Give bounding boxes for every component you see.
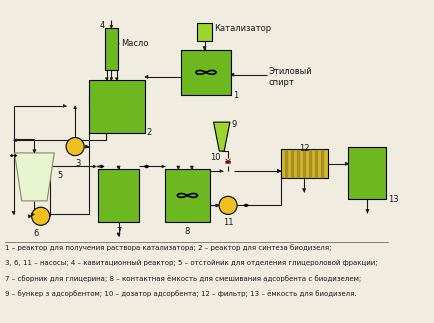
Polygon shape: [225, 161, 231, 163]
Text: 7 – сборник для глицерина; 8 – контактная ёмкость для смешивания адсорбента с би: 7 – сборник для глицерина; 8 – контактна…: [4, 275, 361, 282]
Polygon shape: [203, 47, 206, 50]
Polygon shape: [216, 204, 219, 207]
Polygon shape: [12, 211, 15, 214]
Polygon shape: [10, 154, 13, 157]
Bar: [98, 169, 139, 222]
Polygon shape: [99, 165, 104, 168]
Text: Масло: Масло: [121, 39, 149, 48]
Polygon shape: [117, 166, 120, 169]
Text: 9: 9: [232, 120, 237, 129]
Polygon shape: [115, 78, 118, 80]
Polygon shape: [14, 154, 17, 157]
Bar: [181, 50, 231, 95]
Polygon shape: [110, 25, 113, 28]
Text: ✕: ✕: [224, 157, 232, 167]
Text: 1 – реактор для получения раствора катализатора; 2 – реактор для синтеза биодизе: 1 – реактор для получения раствора катал…: [4, 244, 331, 251]
Circle shape: [32, 207, 50, 225]
Bar: [349, 147, 386, 199]
Bar: [280, 149, 328, 178]
Text: 12: 12: [299, 144, 309, 153]
Polygon shape: [93, 165, 96, 168]
Polygon shape: [220, 170, 223, 172]
Text: 3, 6, 11 – насосы; 4 – кавитационный реактор; 5 – отстойник для отделения глицер: 3, 6, 11 – насосы; 4 – кавитационный реа…: [4, 260, 377, 266]
Polygon shape: [302, 189, 306, 192]
Polygon shape: [231, 73, 234, 76]
Polygon shape: [366, 210, 369, 213]
Text: Катализатор: Катализатор: [214, 24, 272, 33]
Text: 1: 1: [233, 91, 238, 100]
Text: 5: 5: [57, 171, 62, 180]
Polygon shape: [277, 170, 280, 172]
Polygon shape: [145, 75, 148, 78]
Polygon shape: [29, 215, 32, 218]
Text: 3: 3: [75, 159, 81, 168]
Bar: [105, 28, 118, 70]
Polygon shape: [177, 166, 180, 169]
Text: 2: 2: [147, 129, 152, 138]
Text: 9 – бункер з адсорбентом; 10 – дозатор адсорбента; 12 – фильтр; 13 – ёмкость для: 9 – бункер з адсорбентом; 10 – дозатор а…: [4, 290, 356, 297]
Polygon shape: [33, 150, 36, 153]
Polygon shape: [162, 165, 165, 168]
Text: 13: 13: [388, 194, 399, 203]
Bar: [197, 23, 212, 41]
Polygon shape: [63, 104, 66, 107]
Circle shape: [219, 196, 237, 214]
Circle shape: [66, 138, 84, 156]
Polygon shape: [144, 165, 149, 168]
Bar: [165, 169, 210, 222]
Text: 11: 11: [223, 218, 233, 227]
Polygon shape: [345, 162, 349, 165]
Text: Этиловый
спирт: Этиловый спирт: [269, 68, 312, 87]
Polygon shape: [105, 78, 108, 80]
Text: 7: 7: [116, 227, 121, 236]
Polygon shape: [13, 139, 16, 141]
Polygon shape: [14, 153, 54, 201]
Polygon shape: [214, 122, 230, 151]
Polygon shape: [278, 170, 280, 172]
Polygon shape: [31, 213, 34, 216]
Text: 6: 6: [33, 229, 39, 238]
Polygon shape: [243, 204, 249, 207]
Text: 10: 10: [210, 153, 220, 162]
Polygon shape: [190, 166, 194, 169]
Polygon shape: [98, 166, 99, 167]
Text: 4: 4: [99, 21, 105, 30]
Polygon shape: [85, 145, 89, 148]
Text: 8: 8: [184, 227, 190, 236]
Bar: [89, 80, 145, 133]
Polygon shape: [117, 233, 120, 236]
Polygon shape: [74, 106, 76, 109]
Polygon shape: [110, 78, 113, 80]
